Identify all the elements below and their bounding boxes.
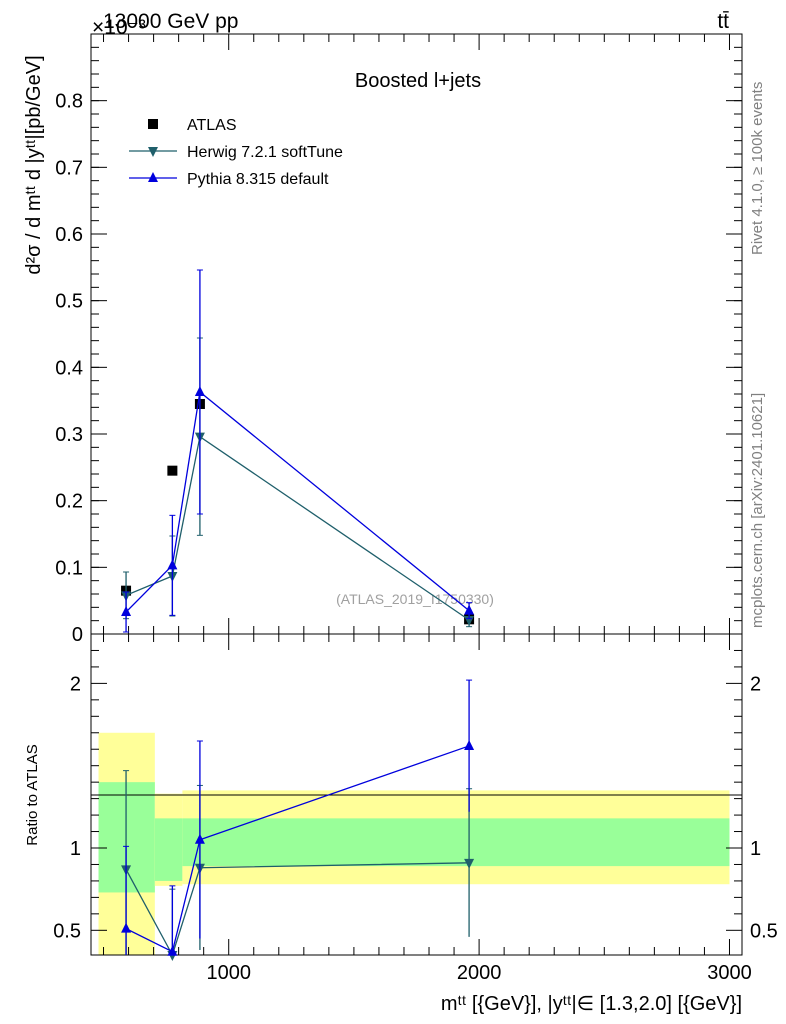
- ratio-y-tick-label: 2: [70, 673, 81, 695]
- herwig-7-2-1-softtune-line: [125, 435, 470, 621]
- rivet-label: Rivet 4.1.0, ≥ 100k events: [749, 82, 766, 255]
- green-uncertainty-band: [154, 818, 183, 881]
- main-y-tick-label: 0.1: [55, 557, 83, 579]
- pythia-8-315-default-ratio-point: [464, 739, 475, 750]
- ratio-y-tick-label-right: 2: [750, 673, 761, 695]
- main-y-tick-label: 0: [72, 624, 83, 646]
- ratio-y-axis-label: Ratio to ATLAS: [24, 744, 41, 845]
- main-y-tick-label: 0.7: [55, 157, 83, 179]
- main-x-ticks: [103, 34, 730, 634]
- herwig-7-2-1-softtune-ratio-point: [464, 858, 475, 869]
- herwig-7-2-1-softtune-ratio-line: [125, 862, 470, 957]
- ratio-y-tick-label: 0.5: [53, 920, 81, 942]
- green-uncertainty-band: [182, 818, 730, 867]
- herwig-7-2-1-softtune-legend-marker: [148, 147, 158, 157]
- ratio-y-ticks: 0.5 0.5 1 1 2 2: [53, 649, 778, 942]
- ratio-y-tick-label-right: 0.5: [750, 920, 778, 942]
- ratio-plot-frame: [90, 633, 743, 956]
- watermark: (ATLAS_2019_I1750330): [336, 591, 494, 607]
- main-y-tick-label: 0.2: [55, 491, 83, 513]
- atlas-legend-label: ATLAS: [187, 117, 237, 134]
- pythia-8-315-default-point: [464, 604, 475, 615]
- pythia-8-315-default-line: [125, 390, 470, 613]
- exponent-label: ×10⁻³: [92, 16, 146, 39]
- energy-label: 13000 GeV pp: [103, 10, 238, 33]
- pythia-8-315-default-legend-marker: [148, 172, 158, 182]
- main-plot-panel: Boosted l+jets (ATLAS_2019_I1750330) d²σ…: [23, 33, 743, 646]
- ratio-x-ticks: 1000 2000 3000: [103, 634, 752, 984]
- x-tick-label: 1000: [206, 962, 251, 984]
- pythia-8-315-default-legend-label: Pythia 8.315 default: [187, 171, 329, 188]
- herwig-7-2-1-softtune-legend-label: Herwig 7.2.1 softTune: [187, 144, 343, 161]
- pythia-8-315-default-ratio-point: [167, 945, 178, 956]
- main-y-axis-label: d²σ / d mᵗᵗ d |yᵗᵗ|[pb/GeV]: [23, 55, 45, 274]
- x-tick-label: 2000: [457, 962, 502, 984]
- ratio-plot-panel: Ratio to ATLAS mᵗᵗ [{GeV}], |yᵗᵗ|∈ [1.3,…: [24, 633, 778, 1015]
- main-y-ticks: 0 0.1 0.2 0.3 0.4 0.5 0.6 0.7 0.8: [55, 33, 742, 646]
- pythia-8-315-default-ratio-line: [125, 745, 470, 953]
- pythia-8-315-default-point: [167, 559, 178, 570]
- mcplots-label: mcplots.cern.ch [arXiv:2401.10621]: [749, 393, 766, 628]
- main-title: Boosted l+jets: [355, 70, 481, 92]
- ratio-y-tick-label-right: 1: [750, 838, 761, 860]
- process-label: tt̄: [717, 10, 729, 33]
- ratio-y-tick-label: 1: [70, 838, 81, 860]
- main-y-tick-label: 0.5: [55, 291, 83, 313]
- main-y-tick-label: 0.6: [55, 224, 83, 246]
- main-y-tick-label: 0.3: [55, 424, 83, 446]
- main-y-tick-label: 0.8: [55, 91, 83, 113]
- pythia-8-315-default-point: [194, 386, 205, 396]
- pythia-8-315-default-ratio-point: [121, 922, 132, 933]
- atlas-legend-marker: [148, 119, 158, 129]
- x-axis-label: mᵗᵗ [{GeV}], |yᵗᵗ|∈ [1.3,2.0] [{GeV}]: [441, 993, 742, 1015]
- pythia-8-315-default-point: [121, 606, 132, 616]
- uncertainty-bands: [98, 732, 730, 955]
- ratio-data-marks: [121, 679, 475, 961]
- x-tick-label: 3000: [707, 962, 752, 984]
- legend: ATLAS Herwig 7.2.1 softTune Pythia 8.315 d…: [129, 117, 343, 188]
- atlas-point: [167, 465, 178, 476]
- main-data-marks: [121, 269, 475, 633]
- main-y-tick-label: 0.4: [55, 357, 83, 379]
- pythia-8-315-default-ratio-point: [194, 833, 205, 844]
